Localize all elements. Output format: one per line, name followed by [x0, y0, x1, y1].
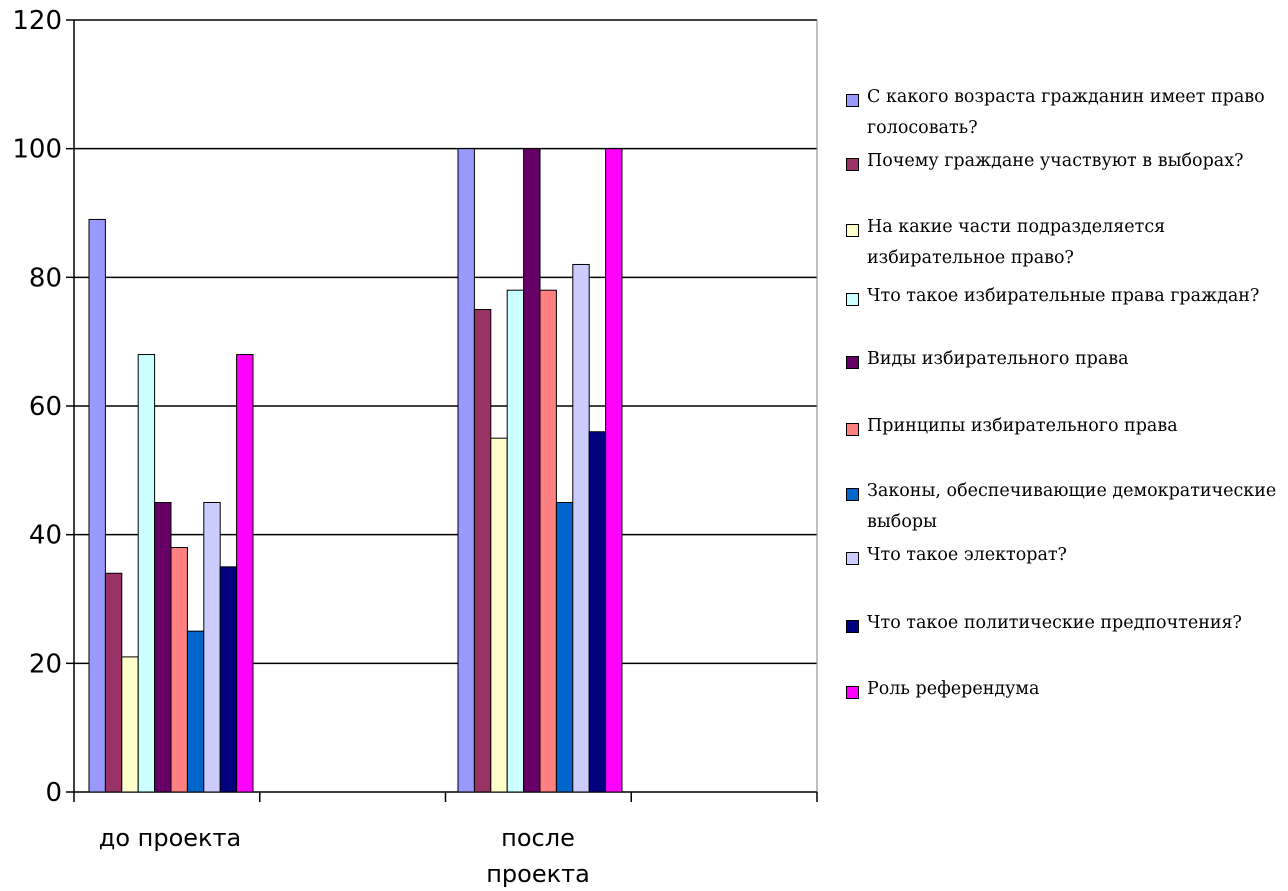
- legend-label: Принципы избирательного права: [867, 416, 1178, 436]
- legend-swatch: [846, 158, 859, 171]
- legend-item: Почему граждане участвуют в выборах?: [846, 151, 1286, 177]
- legend-item: Что такое электорат?: [846, 545, 1286, 571]
- bar: [490, 437, 508, 793]
- bar: [121, 656, 139, 793]
- legend-swatch: [846, 293, 859, 306]
- bar: [154, 502, 172, 793]
- legend-label: Что такое избирательные права граждан?: [867, 286, 1260, 306]
- legend-swatch: [846, 94, 859, 107]
- x-category-label: проекта: [486, 860, 590, 888]
- y-tick-label: 80: [29, 263, 62, 293]
- legend-label: Что такое электорат?: [867, 545, 1067, 565]
- legend-swatch: [846, 620, 859, 633]
- legend-item: Что такое политические предпочтения?: [846, 613, 1286, 639]
- bar: [88, 218, 106, 793]
- bar: [523, 148, 541, 793]
- legend-swatch: [846, 356, 859, 369]
- bar: [572, 263, 590, 793]
- x-category-label: до проекта: [99, 824, 241, 852]
- bar: [588, 431, 607, 793]
- legend-item: Виды избирательного права: [846, 349, 1286, 375]
- bar: [506, 289, 525, 793]
- legend-swatch: [846, 224, 859, 237]
- legend-label: Что такое политические предпочтения?: [867, 613, 1242, 633]
- bar: [473, 309, 492, 793]
- bar: [236, 354, 254, 793]
- legend-item: Принципы избирательного права: [846, 416, 1286, 442]
- bar: [137, 354, 156, 793]
- legend-label: Законы, обеспечивающие демократические в…: [867, 481, 1277, 532]
- legend: С какого возраста гражданин имеет право …: [846, 0, 1286, 891]
- bar: [219, 566, 238, 793]
- legend-swatch: [846, 552, 859, 565]
- legend-item: На какие части подразделяется избиратель…: [846, 217, 1286, 274]
- bar: [186, 630, 205, 793]
- legend-item: С какого возраста гражданин имеет право …: [846, 87, 1286, 144]
- legend-label: Виды избирательного права: [867, 349, 1129, 369]
- y-tick-label: 40: [29, 521, 62, 551]
- bar: [539, 289, 557, 793]
- legend-swatch: [846, 423, 859, 436]
- legend-swatch: [846, 686, 859, 699]
- x-category-label: после: [501, 824, 575, 852]
- bar: [203, 502, 221, 793]
- legend-item: Что такое избирательные права граждан?: [846, 286, 1286, 312]
- legend-label: Почему граждане участвуют в выборах?: [867, 151, 1244, 171]
- legend-label: Роль референдума: [867, 679, 1040, 699]
- y-tick-label: 0: [45, 778, 62, 808]
- legend-item: Роль референдума: [846, 679, 1286, 705]
- bar: [104, 572, 123, 793]
- y-tick-label: 60: [29, 392, 62, 422]
- bar: [605, 148, 623, 793]
- legend-swatch: [846, 488, 859, 501]
- y-tick-label: 100: [12, 135, 62, 165]
- bar: [170, 547, 188, 793]
- bars: [88, 148, 623, 793]
- gridlines: [74, 19, 817, 665]
- axes: [66, 19, 818, 802]
- y-tick-label: 120: [12, 6, 62, 36]
- legend-item: Законы, обеспечивающие демократические в…: [846, 481, 1286, 538]
- legend-label: С какого возраста гражданин имеет право …: [867, 87, 1265, 138]
- bar: [555, 502, 574, 793]
- y-tick-label: 20: [29, 649, 62, 679]
- legend-label: На какие части подразделяется избиратель…: [867, 217, 1166, 268]
- axis-labels: 0 20 40 60 80 100 120 до проекта после проекта: [12, 6, 589, 888]
- bar: [457, 148, 475, 793]
